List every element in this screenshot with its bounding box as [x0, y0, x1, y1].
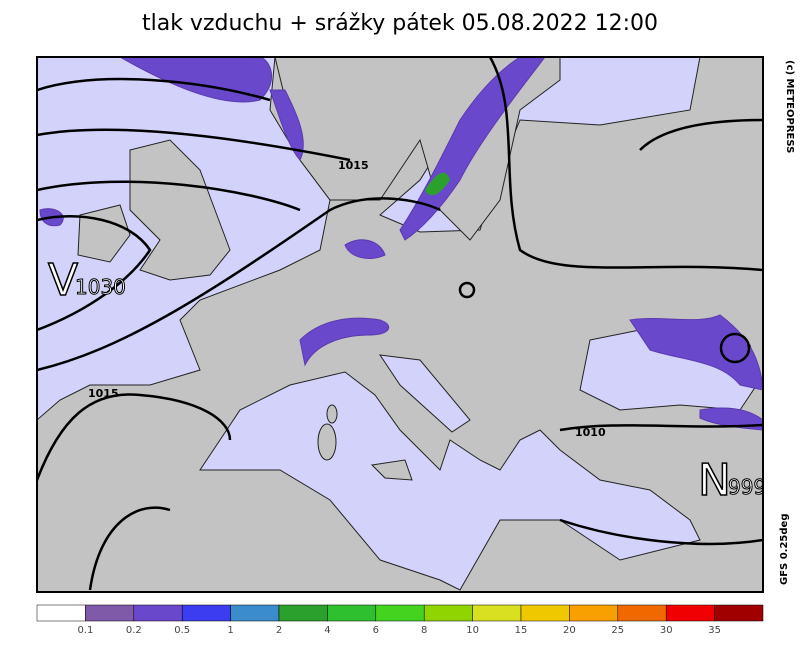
low-letter: N — [698, 455, 731, 506]
color-swatch — [36, 604, 86, 622]
colorbar-label: 20 — [563, 625, 576, 636]
color-swatch — [181, 604, 231, 622]
colorbar-label: 35 — [708, 625, 721, 636]
colorbar-label: 0.2 — [126, 625, 142, 636]
color-swatch — [569, 604, 619, 622]
isobar-label: 1010 — [575, 426, 606, 439]
colorbar-label: 2 — [276, 625, 282, 636]
high-value: 1030 — [75, 275, 126, 299]
color-swatch — [423, 604, 473, 622]
colorbar-label: 0.1 — [77, 625, 93, 636]
colorbar-label: 8 — [421, 625, 427, 636]
color-swatch — [520, 604, 570, 622]
color-swatch — [230, 604, 280, 622]
color-swatch — [714, 604, 764, 622]
colorbar-label: 0.5 — [174, 625, 190, 636]
color-swatch — [327, 604, 377, 622]
colorbar-label: 6 — [373, 625, 379, 636]
colorbar-label: 25 — [611, 625, 624, 636]
colorbar-label: 15 — [515, 625, 528, 636]
color-swatch — [278, 604, 328, 622]
colorbar-label: 1 — [227, 625, 233, 636]
isobar-label: 1015 — [88, 387, 119, 400]
colorbar-label: 4 — [324, 625, 330, 636]
model: GFS 0.25deg — [779, 514, 790, 586]
color-swatch — [375, 604, 425, 622]
title: tlak vzduchu + srážky pátek 05.08.2022 1… — [142, 11, 658, 36]
credit: (c) METEOPRESS — [784, 60, 795, 153]
map-frame — [36, 56, 764, 593]
low-value: 999 — [728, 475, 766, 499]
color-swatch — [665, 604, 715, 622]
color-swatch — [617, 604, 667, 622]
high-letter: V — [48, 255, 78, 306]
isobar-label: 1015 — [338, 159, 369, 172]
colorbar-label: 10 — [466, 625, 479, 636]
colorbar-label: 30 — [660, 625, 673, 636]
map: 1015 1015 1010 V 1030 N 999 — [37, 57, 766, 592]
color-swatch — [472, 604, 522, 622]
color-swatch — [85, 604, 135, 622]
color-swatch — [133, 604, 183, 622]
colorbar: 0.1 0.2 0.5 1 2 4 6 8 10 15 20 25 30 35 — [36, 604, 764, 636]
isobars — [37, 57, 763, 591]
